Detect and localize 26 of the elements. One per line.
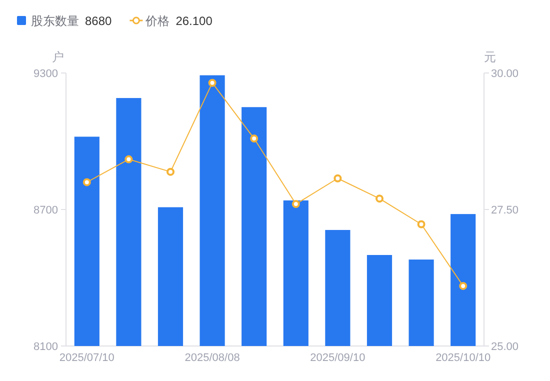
y2-tick-label: 30.00: [491, 68, 519, 80]
point: [417, 220, 426, 228]
point: [124, 155, 133, 164]
y-tick-label: 8700: [34, 204, 58, 216]
point: [376, 194, 384, 203]
y2-axis-title: 元: [484, 50, 496, 64]
point: [208, 78, 216, 87]
point: [166, 168, 174, 176]
y2-tick-label: 25.00: [491, 341, 519, 353]
text: 26.100: [176, 14, 213, 28]
point: [250, 134, 258, 143]
x-tick-label: 2025/08/08: [184, 352, 240, 364]
y-axis-title: 户: [52, 50, 64, 64]
x-tick-label: 2025/10/10: [436, 352, 491, 364]
text: 8680: [85, 14, 112, 28]
legend-label: 价格: [144, 14, 170, 28]
y-tick-label: 8100: [34, 341, 58, 353]
x-tick-label: 2025/09/10: [310, 352, 366, 364]
legend-label: 股东数量: [31, 14, 79, 28]
point: [292, 200, 300, 208]
point: [82, 178, 91, 186]
y-tick-label: 9300: [34, 68, 58, 80]
x-tick-label: 2025/07/10: [59, 352, 114, 364]
point: [334, 174, 342, 182]
point: [459, 282, 468, 290]
y2-tick-label: 27.50: [491, 204, 519, 216]
